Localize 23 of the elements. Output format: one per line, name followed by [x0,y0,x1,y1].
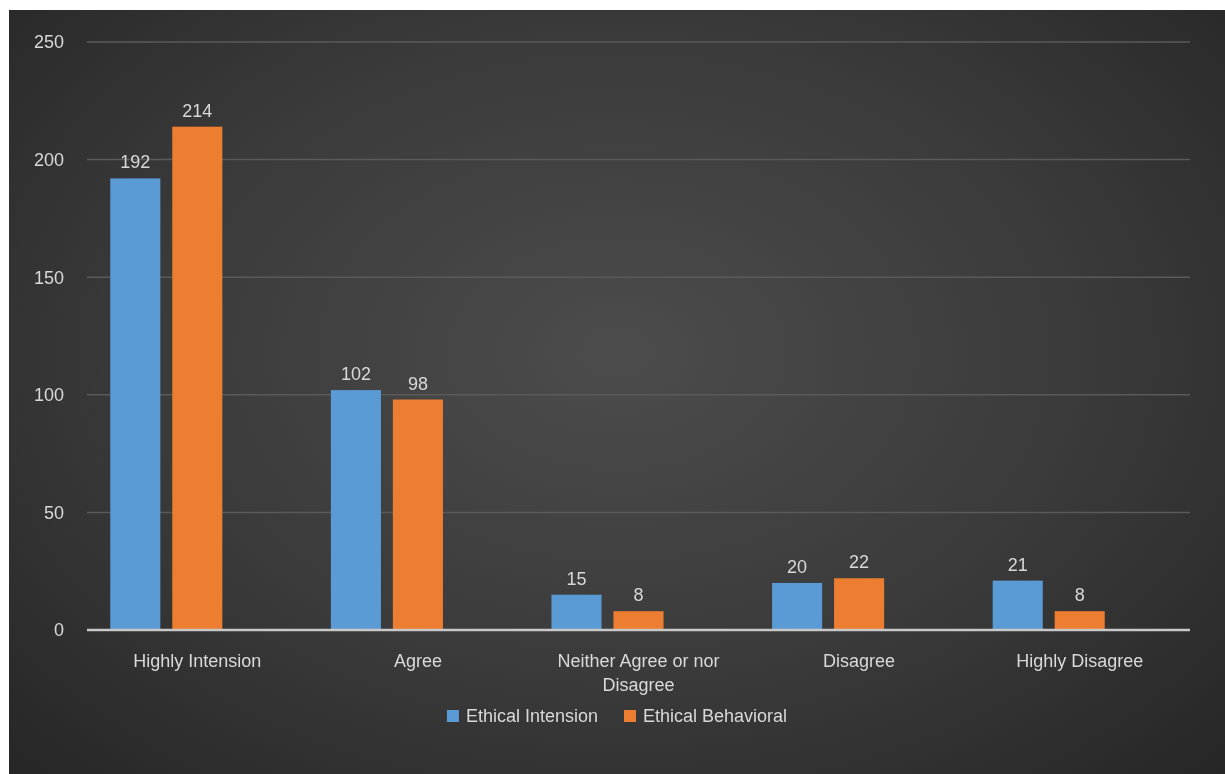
y-tick-label: 150 [33,267,64,288]
data-label: 21 [1007,554,1028,575]
x-tick-label: Agree [393,651,442,671]
y-tick-label: 100 [33,385,64,406]
y-tick-label: 50 [43,502,64,523]
y-tick-label: 200 [33,149,64,170]
legend-label: Ethical Intension [465,706,599,727]
data-label: 98 [407,373,428,394]
y-tick-label: 250 [33,32,64,53]
legend-label: Ethical Behavioral [643,706,788,727]
data-label: 15 [566,568,587,589]
x-tick-label: Highly Disagree [1016,651,1144,671]
data-label: 192 [120,152,151,173]
data-label: 8 [633,585,644,606]
x-tick-label: Neither Agree or nor Disagree [557,651,720,695]
data-label: 22 [849,552,870,573]
data-label: 20 [787,556,808,577]
data-label: 214 [182,100,213,121]
x-tick-label: Disagree [823,651,896,671]
y-tick-label: 0 [53,620,64,641]
x-tick-label: Highly Intension [133,651,262,671]
data-label: 8 [1074,585,1085,606]
data-label: 102 [340,364,371,385]
